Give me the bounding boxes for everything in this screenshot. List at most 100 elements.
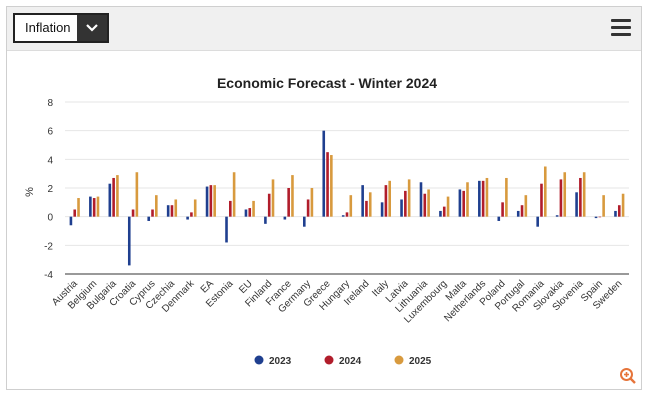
bar-2025-france[interactable] <box>291 175 294 217</box>
bar-2025-eu[interactable] <box>252 200 255 217</box>
bar-2023-italy[interactable] <box>380 202 384 217</box>
bar-2023-germany[interactable] <box>303 216 306 227</box>
bar-2025-romania[interactable] <box>543 166 547 217</box>
bar-2025-slovakia[interactable] <box>563 172 567 217</box>
bar-2024-romania[interactable] <box>540 183 543 217</box>
bar-2023-malta[interactable] <box>458 189 462 217</box>
bar-2025-cyprus[interactable] <box>155 195 158 217</box>
bar-2025-austria[interactable] <box>77 198 80 217</box>
legend-label: 2024 <box>339 356 362 367</box>
bar-2023-romania[interactable] <box>536 216 539 227</box>
bar-2023-portugal[interactable] <box>516 210 520 217</box>
bar-2025-croatia[interactable] <box>135 172 139 217</box>
legend-item-2024[interactable]: 2024 <box>324 355 362 368</box>
bar-2025-ea[interactable] <box>213 185 216 217</box>
bar-2024-latvia[interactable] <box>404 190 407 217</box>
legend-item-2025[interactable]: 2025 <box>394 355 432 368</box>
bar-2024-finland[interactable] <box>267 193 271 217</box>
bar-2024-greece[interactable] <box>326 152 329 217</box>
axes: -4-202468AustriaBelgiumBulgariaCroatiaCy… <box>44 98 624 325</box>
bar-2023-netherlands[interactable] <box>478 180 481 217</box>
legend-item-2023[interactable]: 2023 <box>254 355 292 368</box>
bar-2025-czechia[interactable] <box>174 199 178 217</box>
bar-2024-italy[interactable] <box>384 185 388 217</box>
bar-2023-czechia[interactable] <box>166 205 170 217</box>
chart-widget: Inflation Economic Forecast - Winter 202… <box>6 6 642 390</box>
bar-2023-luxembourg[interactable] <box>439 210 442 217</box>
bar-2024-lithuania[interactable] <box>423 193 427 217</box>
bar-2024-eu[interactable] <box>248 208 252 217</box>
bar-2025-ireland[interactable] <box>368 192 372 217</box>
bar-2023-lithuania[interactable] <box>419 182 423 217</box>
bar-2025-italy[interactable] <box>388 180 391 217</box>
bar-2023-sweden[interactable] <box>614 210 617 217</box>
bar-2024-cyprus[interactable] <box>151 209 154 217</box>
bar-2024-belgium[interactable] <box>92 198 96 217</box>
bar-2023-ireland[interactable] <box>361 185 364 217</box>
bar-2024-france[interactable] <box>287 188 290 217</box>
bar-2024-croatia[interactable] <box>131 209 135 217</box>
bar-2023-latvia[interactable] <box>400 199 403 217</box>
hamburger-menu-icon[interactable] <box>611 19 631 37</box>
bar-2023-cyprus[interactable] <box>147 216 151 221</box>
bar-2024-germany[interactable] <box>306 199 310 217</box>
bar-2023-bulgaria[interactable] <box>108 183 112 217</box>
bar-2023-estonia[interactable] <box>225 216 228 243</box>
bar-2023-finland[interactable] <box>264 216 267 224</box>
bar-2024-portugal[interactable] <box>520 205 524 217</box>
bar-2024-luxembourg[interactable] <box>442 206 446 217</box>
bar-2024-ea[interactable] <box>209 185 213 217</box>
bar-2025-netherlands[interactable] <box>485 177 489 217</box>
bar-2025-malta[interactable] <box>466 182 469 217</box>
bar-2023-croatia[interactable] <box>127 216 131 266</box>
bar-2025-hungary[interactable] <box>349 195 353 217</box>
bar-2023-slovakia[interactable] <box>555 215 559 217</box>
bar-2025-lithuania[interactable] <box>427 189 430 217</box>
bar-2025-denmark[interactable] <box>193 199 197 217</box>
chevron-down-icon[interactable] <box>77 15 107 41</box>
bar-2024-denmark[interactable] <box>190 212 193 217</box>
bar-2025-sweden[interactable] <box>621 193 625 217</box>
bar-2025-luxembourg[interactable] <box>446 196 450 217</box>
bar-2024-ireland[interactable] <box>365 200 368 217</box>
bar-2023-spain[interactable] <box>594 216 598 219</box>
zoom-in-icon[interactable] <box>619 367 637 385</box>
bar-2025-poland[interactable] <box>505 177 508 217</box>
bar-2025-germany[interactable] <box>310 188 314 217</box>
bar-2025-greece[interactable] <box>330 155 333 217</box>
bar-2025-finland[interactable] <box>271 179 275 217</box>
bar-2024-estonia[interactable] <box>229 200 232 217</box>
chart-toolbar: Inflation <box>7 7 641 51</box>
bar-2023-hungary[interactable] <box>341 215 345 217</box>
bar-2024-austria[interactable] <box>73 209 77 217</box>
bar-2023-poland[interactable] <box>497 216 501 221</box>
bar-2023-ea[interactable] <box>205 186 209 217</box>
bar-2025-portugal[interactable] <box>524 195 528 217</box>
bar-2023-greece[interactable] <box>322 130 326 217</box>
indicator-select[interactable]: Inflation <box>13 13 109 43</box>
legend-label: 2025 <box>409 356 432 367</box>
bar-2025-estonia[interactable] <box>232 172 236 217</box>
bar-2025-slovenia[interactable] <box>582 172 586 217</box>
bar-2023-france[interactable] <box>283 216 287 220</box>
bar-2024-hungary[interactable] <box>345 212 349 217</box>
bar-2023-austria[interactable] <box>69 216 73 226</box>
bar-2024-slovenia[interactable] <box>579 177 582 217</box>
bar-2024-netherlands[interactable] <box>481 180 485 217</box>
bar-2025-latvia[interactable] <box>407 179 411 217</box>
bar-2023-belgium[interactable] <box>89 196 92 217</box>
bar-2025-belgium[interactable] <box>96 196 100 217</box>
bar-2025-spain[interactable] <box>602 195 605 217</box>
bar-2023-eu[interactable] <box>244 209 248 217</box>
bar-2024-bulgaria[interactable] <box>112 177 115 217</box>
y-tick-label: 6 <box>47 127 53 138</box>
bar-2024-poland[interactable] <box>501 202 504 217</box>
bar-2023-slovenia[interactable] <box>575 192 578 217</box>
bar-2023-denmark[interactable] <box>186 216 189 220</box>
bar-2024-malta[interactable] <box>462 190 465 217</box>
bar-2025-bulgaria[interactable] <box>116 175 119 217</box>
bar-2024-czechia[interactable] <box>170 205 174 217</box>
bar-2024-slovakia[interactable] <box>559 179 563 217</box>
bar-2024-spain[interactable] <box>598 216 602 218</box>
bar-2024-sweden[interactable] <box>617 205 621 217</box>
